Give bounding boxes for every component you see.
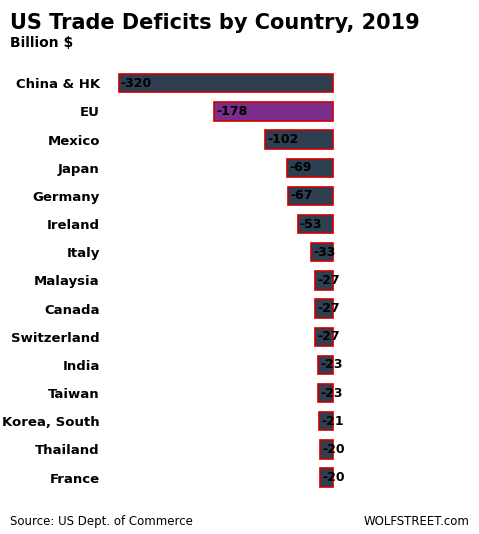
Text: -67: -67	[290, 190, 313, 202]
Text: -21: -21	[321, 415, 344, 428]
Bar	[265, 130, 333, 148]
Text: Source: US Dept. of Commerce: Source: US Dept. of Commerce	[10, 515, 193, 528]
Text: WOLFSTREET.com: WOLFSTREET.com	[364, 515, 469, 528]
Text: -53: -53	[300, 217, 322, 231]
Text: -27: -27	[317, 274, 340, 287]
Bar	[298, 215, 333, 233]
Text: -20: -20	[322, 443, 344, 456]
Bar	[119, 74, 333, 92]
Text: US Trade Deficits by Country, 2019: US Trade Deficits by Country, 2019	[10, 13, 419, 33]
Bar	[287, 159, 333, 177]
Text: -178: -178	[216, 105, 247, 118]
Bar	[318, 356, 333, 374]
Text: -69: -69	[289, 161, 311, 174]
Bar	[288, 187, 333, 205]
Bar	[320, 440, 333, 459]
Text: Billion $: Billion $	[10, 36, 73, 50]
Bar	[311, 243, 333, 261]
Text: -320: -320	[121, 77, 152, 90]
Bar	[318, 384, 333, 402]
Bar	[319, 412, 333, 430]
Bar	[315, 271, 333, 289]
Text: -20: -20	[322, 471, 344, 484]
Text: -102: -102	[267, 133, 298, 146]
Bar	[214, 102, 333, 121]
Bar	[315, 300, 333, 318]
Bar	[315, 327, 333, 346]
Text: -23: -23	[320, 387, 342, 399]
Text: -33: -33	[313, 246, 336, 258]
Bar	[320, 468, 333, 486]
Text: -23: -23	[320, 358, 342, 371]
Text: -27: -27	[317, 330, 340, 343]
Text: -27: -27	[317, 302, 340, 315]
